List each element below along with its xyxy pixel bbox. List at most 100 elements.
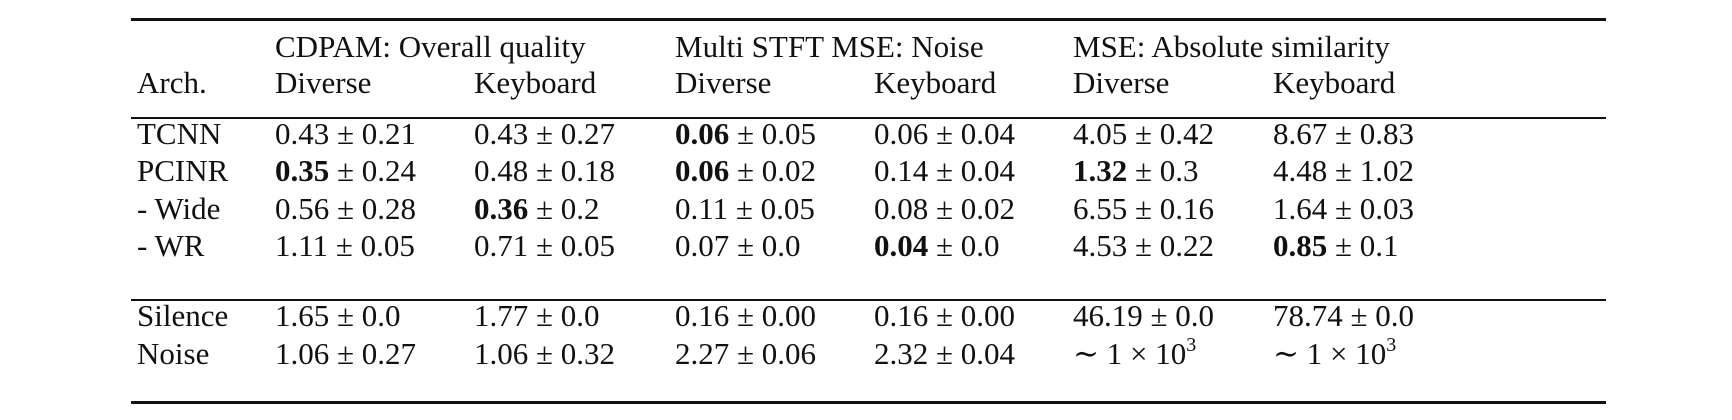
cell-exponent: 3	[1386, 333, 1397, 356]
cell-mean: 0.14	[874, 153, 929, 188]
cell-exponent: 3	[1186, 333, 1197, 356]
table-cell: 0.16 ± 0.00	[874, 298, 1015, 334]
col-header-stft-diverse: Diverse	[675, 65, 772, 100]
table-cell: 1.64 ± 0.03	[1273, 191, 1414, 227]
cell-mean: 4.05	[1073, 116, 1128, 151]
table-cell: 4.48 ± 1.02	[1273, 153, 1414, 189]
cell-mean: 0.06	[675, 153, 730, 188]
row-arch-label: TCNN	[137, 116, 222, 151]
table-cell: 0.43 ± 0.21	[275, 116, 416, 152]
cell-std: ± 0.18	[528, 153, 616, 188]
cell-mean: 1.06	[275, 336, 330, 371]
table-cell: 0.07 ± 0.0	[675, 228, 801, 264]
cell-mean: 6.55	[1073, 191, 1128, 226]
cell-mean: 1.65	[275, 298, 330, 333]
col-header-mse-diverse: Diverse	[1073, 65, 1170, 100]
arch-header: Arch.	[137, 65, 207, 100]
cell-std: ± 0.04	[928, 116, 1016, 151]
cell-std: ± 0.0	[928, 228, 1000, 263]
table-cell: 1.32 ± 0.3	[1073, 153, 1199, 189]
cell-mean: 0.06	[675, 116, 730, 151]
table-cell: 0.08 ± 0.02	[874, 191, 1015, 227]
table-cell: 4.53 ± 0.22	[1073, 228, 1214, 264]
cell-mean: ∼ 1 × 10	[1073, 336, 1187, 371]
table-cell: 0.14 ± 0.04	[874, 153, 1015, 189]
cell-std: ± 0.04	[928, 336, 1016, 371]
table-cell: 0.56 ± 0.28	[275, 191, 416, 227]
cell-std: ± 0.0	[1342, 298, 1415, 333]
cell-mean: 4.48	[1273, 153, 1328, 188]
cell-std: ± 0.83	[1327, 116, 1415, 151]
cell-mean: 0.16	[874, 298, 929, 333]
cell-std: ± 0.04	[928, 153, 1016, 188]
cell-std: ± 0.00	[729, 298, 817, 333]
table-cell: 0.48 ± 0.18	[474, 153, 615, 189]
table-cell: ∼ 1 × 103	[1273, 333, 1397, 372]
cell-std: ± 0.0	[329, 298, 401, 333]
table-cell: 46.19 ± 0.0	[1073, 298, 1214, 334]
table-cell: 0.85 ± 0.1	[1273, 228, 1399, 264]
cell-mean: 0.16	[675, 298, 730, 333]
cell-mean: 8.67	[1273, 116, 1328, 151]
table-cell: 1.06 ± 0.27	[275, 336, 416, 372]
row-arch-label: - Wide	[137, 191, 221, 226]
cell-std: ± 0.27	[528, 116, 616, 151]
table-cell: 1.65 ± 0.0	[275, 298, 401, 334]
cell-std: ± 0.02	[928, 191, 1016, 226]
table-cell: 0.06 ± 0.05	[675, 116, 816, 152]
table-cell: 0.35 ± 0.24	[275, 153, 416, 189]
table-cell: 0.11 ± 0.05	[675, 191, 815, 227]
cell-std: ± 0.06	[729, 336, 817, 371]
cell-std: ± 0.05	[729, 116, 817, 151]
cell-mean: 4.53	[1073, 228, 1128, 263]
cell-std: ± 0.0	[729, 228, 801, 263]
row-arch-label: Noise	[137, 336, 210, 371]
cell-std: ± 0.3	[1127, 153, 1199, 188]
table-cell: 78.74 ± 0.0	[1273, 298, 1414, 334]
top-rule	[131, 18, 1606, 21]
cell-mean: 0.43	[275, 116, 330, 151]
table-cell: 0.04 ± 0.0	[874, 228, 1000, 264]
cell-mean: 0.35	[275, 153, 330, 188]
col-header-stft-keyboard: Keyboard	[874, 65, 997, 100]
table-cell: 4.05 ± 0.42	[1073, 116, 1214, 152]
cell-mean: 0.04	[874, 228, 929, 263]
cell-mean: 0.48	[474, 153, 529, 188]
cell-std: ± 0.16	[1127, 191, 1215, 226]
cell-std: ± 0.02	[729, 153, 817, 188]
cell-std: ± 0.0	[528, 298, 600, 333]
group-header-mse: MSE: Absolute similarity	[1073, 29, 1390, 64]
table-cell: 1.77 ± 0.0	[474, 298, 600, 334]
cell-mean: 0.43	[474, 116, 529, 151]
table-cell: 0.06 ± 0.04	[874, 116, 1015, 152]
col-header-mse-keyboard: Keyboard	[1273, 65, 1396, 100]
cell-std: ± 0.05	[528, 228, 616, 263]
cell-mean: 0.08	[874, 191, 929, 226]
cell-std: ± 0.05	[328, 228, 415, 263]
table-cell: 0.16 ± 0.00	[675, 298, 816, 334]
group-header-cdpam: CDPAM: Overall quality	[275, 29, 586, 64]
cell-std: ± 0.22	[1127, 228, 1215, 263]
table-cell: 1.06 ± 0.32	[474, 336, 615, 372]
cell-mean: 0.56	[275, 191, 330, 226]
table-cell: 0.43 ± 0.27	[474, 116, 615, 152]
cell-std: ± 0.42	[1127, 116, 1215, 151]
table-cell: 2.32 ± 0.04	[874, 336, 1015, 372]
cell-mean: 2.27	[675, 336, 730, 371]
cell-mean: 2.32	[874, 336, 929, 371]
cell-mean: ∼ 1 × 10	[1273, 336, 1387, 371]
cell-mean: 0.71	[474, 228, 529, 263]
cell-std: ± 0.2	[528, 191, 600, 226]
cell-mean: 0.11	[675, 191, 729, 226]
cell-mean: 1.11	[275, 228, 329, 263]
cell-std: ± 0.27	[329, 336, 417, 371]
header-rule	[131, 117, 1606, 119]
cell-mean: 0.85	[1273, 228, 1328, 263]
cell-std: ± 0.24	[329, 153, 417, 188]
table-cell: 8.67 ± 0.83	[1273, 116, 1414, 152]
table-cell: 0.06 ± 0.02	[675, 153, 816, 189]
cell-std: ± 0.03	[1327, 191, 1415, 226]
row-arch-label: PCINR	[137, 153, 229, 188]
cell-mean: 0.36	[474, 191, 529, 226]
row-arch-label: - WR	[137, 228, 205, 263]
